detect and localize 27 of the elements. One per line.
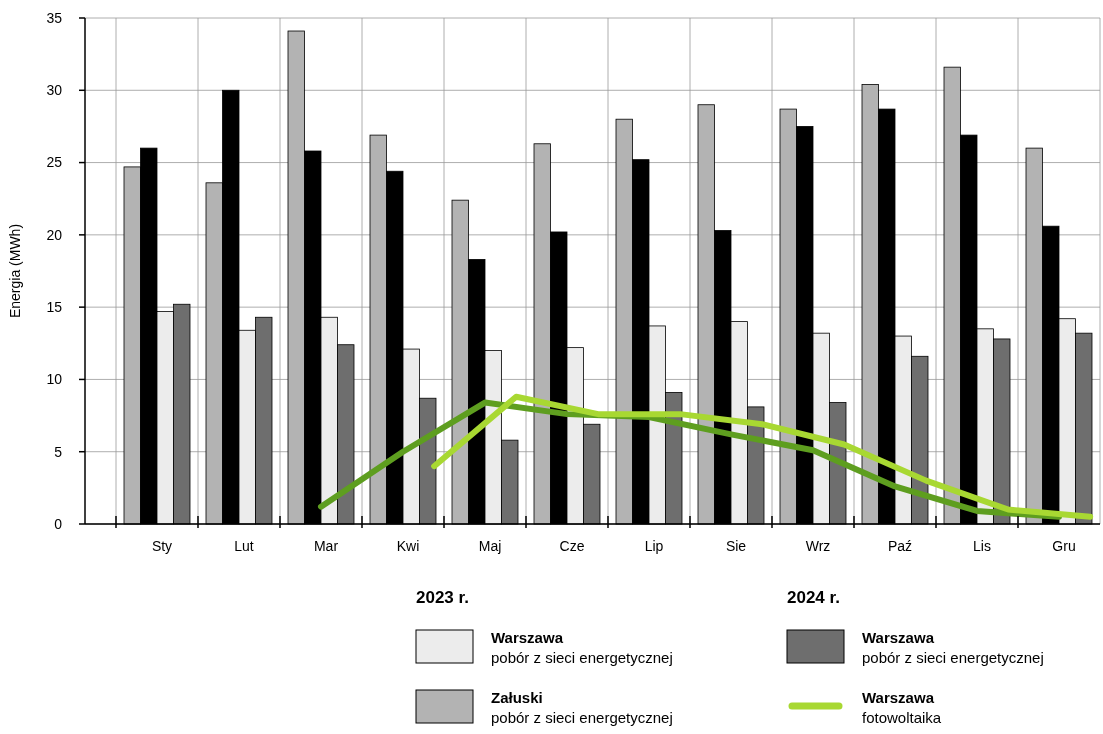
y-axis-title: Energia (MWh) (7, 223, 23, 319)
legend-label: Warszawa pobór z sieci energetycznej (491, 629, 673, 666)
x-tick-label: Kwi (396, 538, 420, 554)
text: 2023 r. (416, 588, 469, 607)
y-tick-label: 25 (46, 154, 63, 171)
text: 2024 r. (787, 588, 840, 607)
x-tick-label: Sie (725, 538, 747, 554)
y-tick-label: 15 (46, 299, 63, 316)
x-tick-label: Lis (973, 538, 991, 554)
x-tick-label: Lut (234, 538, 254, 554)
y-tick-label: 0 (54, 515, 63, 532)
x-tick-label: Mar (313, 538, 339, 554)
legend-label: Warszawa fotowoltaika (862, 689, 942, 726)
x-tick-label: Cze (559, 538, 585, 554)
legend-label: Załuski pobór z sieci energetycznej (491, 689, 673, 726)
legend-label: Warszawa pobór z sieci energetycznej (862, 629, 1044, 666)
y-tick-label: 10 (46, 371, 63, 388)
y-tick-label: 30 (46, 82, 63, 99)
x-tick-label: Maj (478, 538, 502, 554)
x-tick-label: Paź (887, 538, 913, 554)
x-tick-label: Sty (151, 538, 173, 554)
x-tick-label: Lip (644, 538, 664, 554)
x-tick-label: Gru (1052, 538, 1076, 554)
y-tick-label: 35 (46, 9, 63, 26)
y-tick-label: 20 (46, 226, 63, 243)
x-tick-label: Wrz (805, 538, 831, 554)
y-tick-label: 5 (54, 443, 63, 460)
